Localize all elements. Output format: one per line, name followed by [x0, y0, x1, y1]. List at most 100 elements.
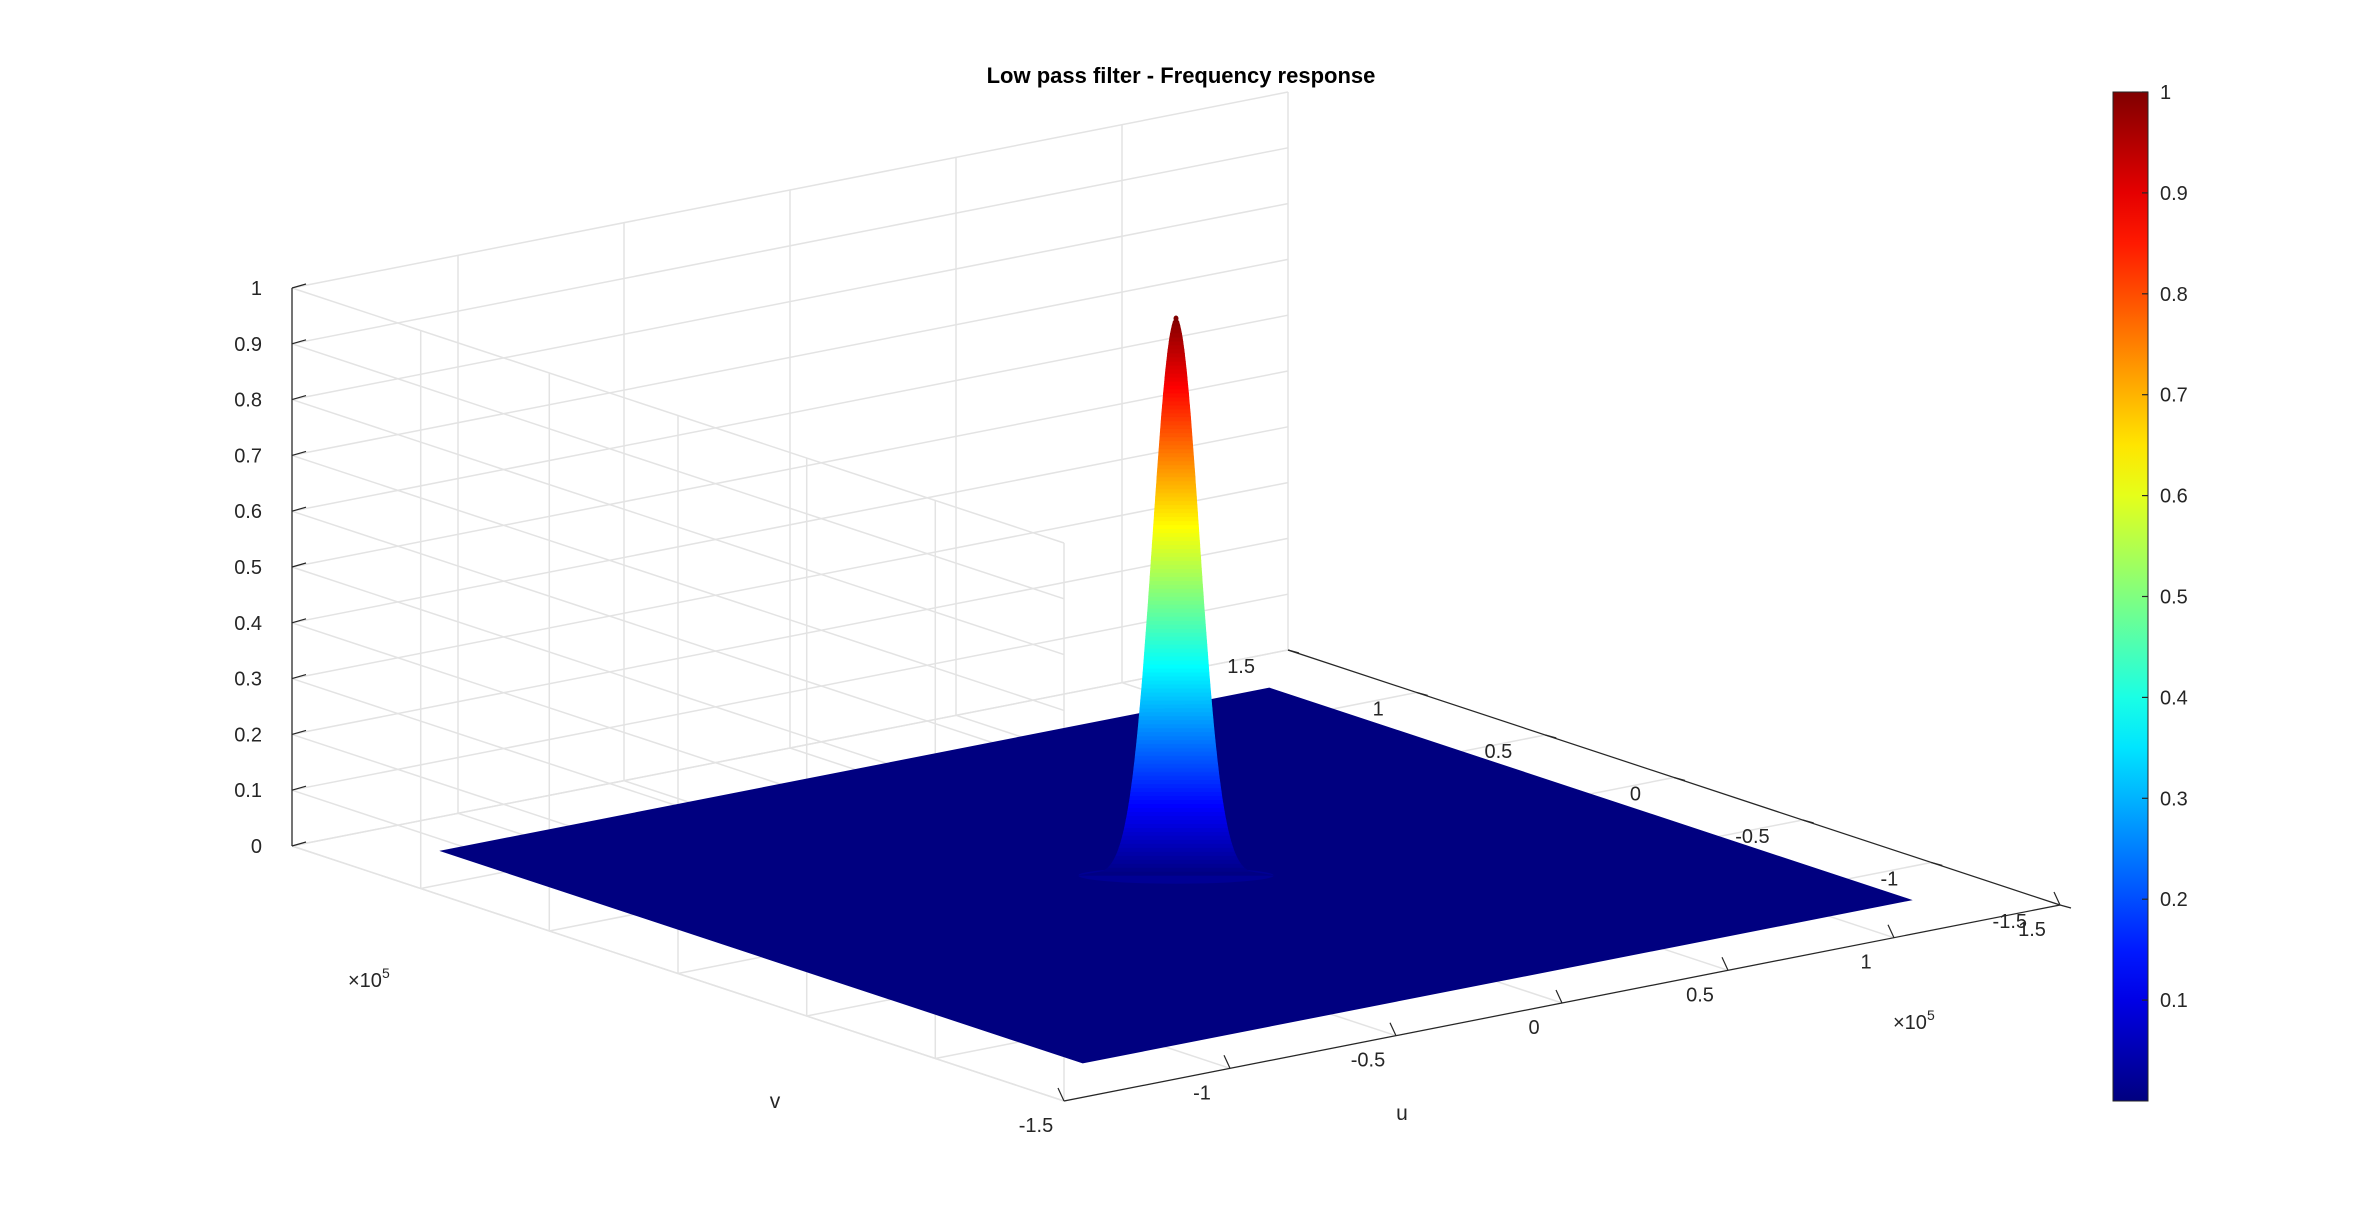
y-axis-label: v [770, 1090, 781, 1113]
surface-peak-slice [1158, 440, 1194, 446]
surface-peak-slice [1154, 500, 1198, 506]
surface-peak-slice [1122, 831, 1230, 836]
surface-peak-slice [1119, 839, 1233, 844]
surface-peak-slice [1157, 464, 1195, 470]
surface-peak-slice [1151, 552, 1201, 557]
y-tick-mark [1545, 734, 1557, 739]
grid-line [291, 287, 1065, 544]
surface-peak-slice [1130, 783, 1222, 789]
grid-line [291, 537, 1289, 736]
surface-peak-slice [1138, 711, 1214, 717]
grid-line [291, 258, 1289, 457]
surface-peak-slice [1145, 632, 1207, 637]
y-tick-label: 0.5 [1484, 741, 1512, 763]
surface-peak-slice [1143, 659, 1209, 665]
z-tick-mark [291, 841, 307, 847]
surface-peak-slice [1153, 516, 1199, 522]
surface-peak-slice [1142, 671, 1210, 677]
x-tick-mark [1721, 957, 1729, 971]
surface-peak-slice [1153, 512, 1199, 518]
surface-peak-slice [1130, 787, 1222, 793]
surface-peak-slice [1165, 360, 1187, 366]
surface-peak-slice [1155, 484, 1197, 490]
surface-peak-slice [1169, 333, 1183, 338]
chart-title: Low pass filter - Frequency response [987, 63, 1376, 88]
y-tick-label: -1.5 [1993, 911, 2027, 933]
surface-peak-slice [1158, 452, 1194, 458]
surface-peak-slice [1136, 731, 1216, 737]
grid-line [291, 454, 1065, 712]
z-tick-label: 0.6 [234, 501, 262, 523]
surface-peak-slice [1147, 608, 1205, 613]
surface-peak-slice [1123, 827, 1229, 833]
surface-peak-slice [1146, 620, 1206, 625]
x-tick-label: 0 [1528, 1017, 1539, 1039]
x-tick-label: -1 [1193, 1082, 1211, 1104]
colorbar-tick-label: 0.6 [2160, 486, 2188, 508]
surface-peak-slice [1139, 699, 1213, 705]
surface-peak-slice [1115, 851, 1237, 856]
x-axis-multiplier: ×105 [1893, 1007, 1935, 1034]
surface-peak-slice [1146, 612, 1206, 617]
z-tick-label: 1 [251, 278, 262, 300]
colorbar-tick-label: 1 [2160, 82, 2171, 104]
surface-peak-slice [1163, 388, 1189, 394]
grid-line [291, 398, 1065, 656]
y-tick-label: -0.5 [1735, 826, 1769, 848]
surface-peak-slice [1156, 480, 1196, 486]
surface-peak-slice [1148, 588, 1204, 593]
surface-peak-slice [1164, 372, 1188, 378]
surface-peak-slice [1167, 345, 1185, 350]
surface-peak-slice [1149, 568, 1203, 573]
surface-peak-slice [1160, 420, 1192, 426]
z-tick-label: 0.4 [234, 613, 262, 635]
y-tick-mark [2059, 904, 2072, 909]
surface-peak-slice [1113, 855, 1239, 860]
surface-peak-slice [1151, 548, 1201, 554]
surface-peak-slice [1149, 572, 1203, 577]
z-tick-mark [291, 674, 307, 680]
surface-peak-slice [1138, 719, 1214, 725]
surface-peak-slice [1152, 528, 1200, 534]
surface-peak-slice [1146, 616, 1206, 621]
y-tick-label: 1.5 [1227, 656, 1255, 678]
x-multiplier-exponent: 5 [1927, 1007, 1935, 1023]
surface-peak-slice [1142, 663, 1210, 669]
y-tick-mark [1802, 819, 1814, 824]
z-tick-mark [291, 729, 307, 735]
surface-peak-slice [1148, 584, 1204, 589]
y-tick-mark [1416, 691, 1428, 697]
surface-peak-slice [1157, 456, 1195, 462]
surface-peak-slice [1150, 560, 1202, 565]
surface-peak-slice [1162, 396, 1190, 402]
z-tick-mark [291, 506, 307, 512]
colorbar-tick-label: 0.8 [2160, 284, 2188, 306]
z-tick-label: 0.3 [234, 669, 262, 691]
colorbar-tick-label: 0.3 [2160, 788, 2188, 810]
colorbar-tick-label: 0.5 [2160, 587, 2188, 609]
x-tick-mark [1057, 1087, 1065, 1102]
y-tick-label: -1 [1881, 869, 1899, 891]
surface-peak-slice [1101, 867, 1251, 872]
surface-peak-slice [1121, 835, 1231, 840]
surface-peak-slice [1135, 747, 1217, 753]
surface-peak-slice [1157, 460, 1195, 466]
surface-peak-slice [1124, 823, 1228, 829]
surface-peak-slice [1145, 636, 1207, 641]
surface-peak-slice [1155, 492, 1197, 498]
axes-lines [291, 283, 2072, 1102]
surface-plot [439, 315, 1913, 1064]
grid-line [291, 343, 1065, 600]
surface-peak-slice [1124, 819, 1228, 825]
surface-peak-slice [1170, 329, 1182, 334]
colorbar-tick-label: 0.4 [2160, 687, 2188, 709]
grid-line [291, 649, 1289, 847]
surface-peak-slice [1145, 628, 1207, 633]
grid-line [291, 510, 1065, 767]
y-tick-label: 0 [1630, 784, 1641, 806]
surface-peak-slice [1128, 799, 1224, 805]
z-tick-label: 0.8 [234, 390, 262, 412]
z-tick-mark [291, 562, 307, 568]
y-tick-mark [1673, 776, 1686, 782]
